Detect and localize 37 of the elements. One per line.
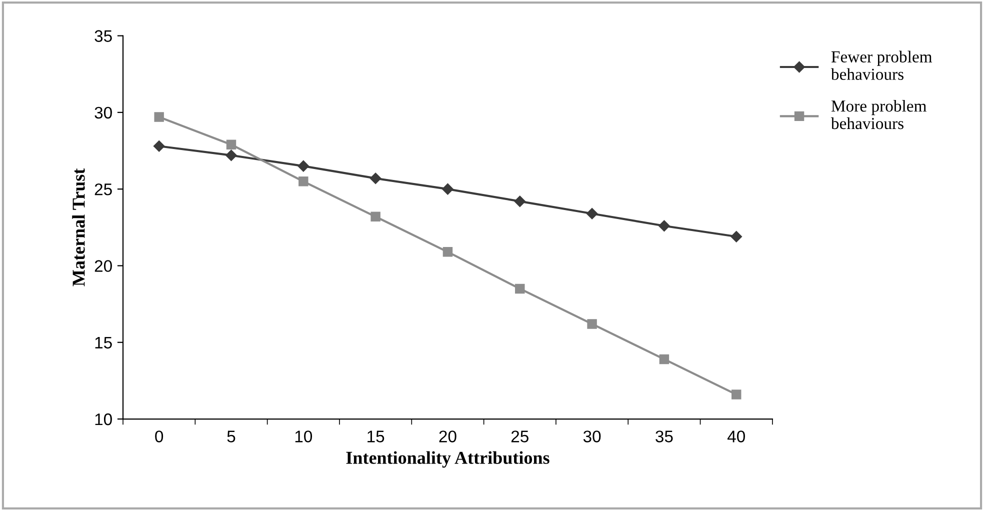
y-tick-label: 20 <box>94 260 112 272</box>
point <box>226 150 237 161</box>
point <box>370 172 382 184</box>
y-tick-label: 30 <box>94 106 112 119</box>
point <box>659 354 670 364</box>
x-tick-label: 30 <box>583 430 601 442</box>
point <box>298 160 310 172</box>
x-tick-label: 10 <box>295 430 312 442</box>
point <box>586 208 598 220</box>
point <box>153 140 165 152</box>
point <box>732 390 742 400</box>
point <box>658 220 670 232</box>
x-axis-title: Intentionality Attributions <box>346 451 550 468</box>
point <box>370 212 380 222</box>
x-tick-label: 25 <box>511 430 528 442</box>
point <box>442 183 454 195</box>
x-tick-label: 0 <box>155 430 164 442</box>
point <box>226 140 236 150</box>
point <box>587 319 597 329</box>
point <box>442 247 453 257</box>
point <box>514 196 526 207</box>
point <box>298 176 308 186</box>
y-tick-label: 15 <box>95 336 112 349</box>
legend-label: More problem behaviours <box>830 100 926 130</box>
point <box>730 230 742 242</box>
x-tick-label: 5 <box>227 430 236 442</box>
x-tick-label: 35 <box>656 430 673 442</box>
y-tick-label: 35 <box>94 30 112 42</box>
x-tick-label: 15 <box>368 430 384 442</box>
x-tick-label: 20 <box>439 430 456 442</box>
legend-label: Fewer problem behaviours <box>830 50 932 80</box>
x-tick-label: 40 <box>727 430 745 442</box>
y-tick-label: 10 <box>95 413 112 426</box>
point <box>515 284 525 294</box>
y-axis-title: Maternal Trust <box>72 168 85 286</box>
y-tick-label: 25 <box>94 183 112 196</box>
point <box>154 112 164 122</box>
